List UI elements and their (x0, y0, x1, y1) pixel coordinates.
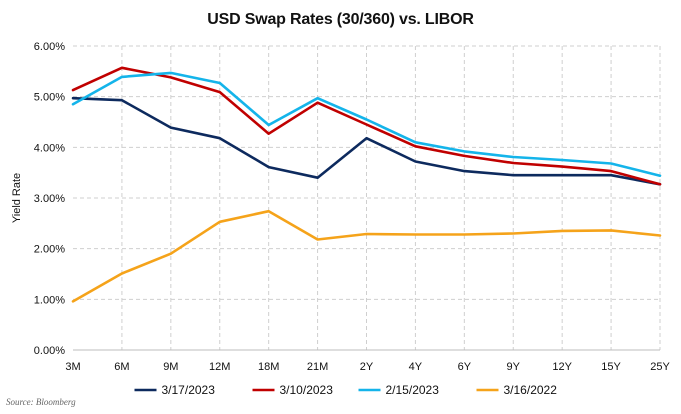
y-axis-title: Yield Rate (11, 173, 23, 223)
x-tick-label: 3M (65, 361, 80, 373)
y-tick-label: 3.00% (34, 193, 65, 205)
series-layer (71, 66, 662, 303)
y-tick-label: 1.00% (34, 294, 65, 306)
y-tick-label: 6.00% (34, 41, 65, 53)
x-tick-label: 4Y (409, 361, 423, 373)
x-tick-label: 25Y (650, 361, 670, 373)
x-tick-label: 9Y (507, 361, 521, 373)
series-line-3-10-2023 (71, 66, 662, 186)
y-tick-label: 5.00% (34, 92, 65, 104)
legend-label: 3/10/2023 (280, 383, 334, 397)
legend-label: 3/17/2023 (162, 383, 216, 397)
legend: 3/17/2023 3/10/2023 2/15/2023 3/16/2022 (134, 383, 558, 397)
source-note: Source: Bloomberg (6, 397, 76, 407)
chart-title: USD Swap Rates (30/360) vs. LIBOR (207, 11, 474, 28)
x-tick-label: 9M (163, 361, 178, 373)
x-tick-label: 18M (258, 361, 279, 373)
x-tick-label: 6Y (458, 361, 472, 373)
axis-layer: 0.00% 1.00% 2.00% 3.00% 4.00% 5.00% 6.00% 3M 6M 9… (34, 41, 671, 373)
legend-label: 3/16/2022 (504, 383, 558, 397)
x-tick-label: 21M (307, 361, 328, 373)
x-tick-label: 12M (209, 361, 230, 373)
x-tick-label: 6M (114, 361, 129, 373)
x-tick-label: 2Y (360, 361, 374, 373)
x-tick-label: 12Y (552, 361, 572, 373)
y-tick-label: 4.00% (34, 142, 65, 154)
grid-layer (73, 45, 661, 350)
x-tick-label: 15Y (601, 361, 621, 373)
y-tick-label: 2.00% (34, 244, 65, 256)
series-line-3-16-2022 (71, 209, 662, 303)
legend-label: 2/15/2023 (386, 383, 440, 397)
series-line-2-15-2023 (71, 71, 662, 177)
y-tick-label: 0.00% (34, 345, 65, 357)
series-line-3-17-2023 (71, 96, 662, 186)
